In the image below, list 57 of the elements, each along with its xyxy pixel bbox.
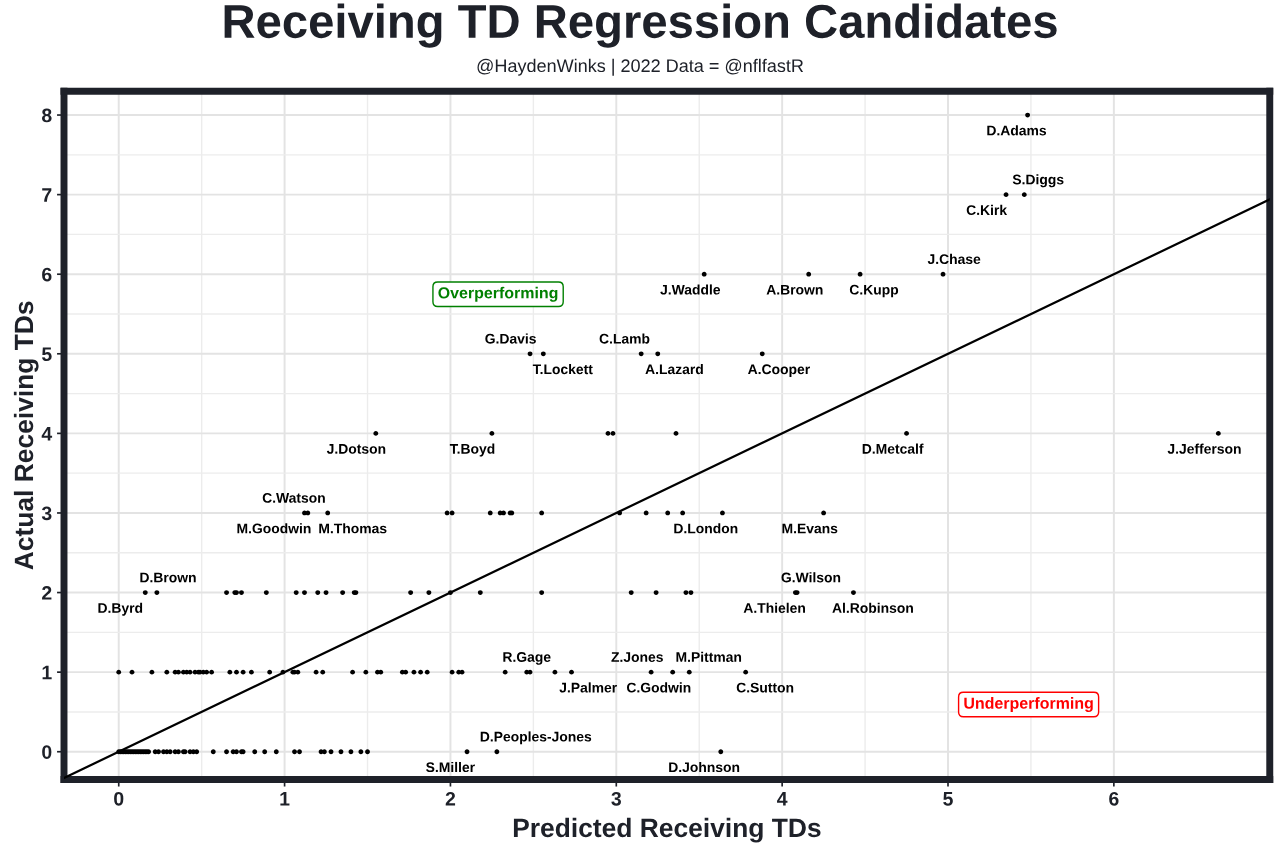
annotation: S.Miller (426, 761, 475, 773)
y-tick-label: 1 (42, 665, 52, 680)
annotation: C.Lamb (599, 333, 650, 344)
x-tick-label: 6 (1109, 791, 1119, 806)
annotation: Al.Robinson (832, 602, 913, 613)
y-tick-label: 7 (42, 188, 52, 202)
annotation: Z.Jones (611, 652, 663, 662)
x-axis-title: Predicted Receiving TDs (513, 817, 821, 843)
annotation: C.Watson (262, 492, 325, 503)
annotation: D.Peoples-Jones (480, 731, 592, 745)
annotation: J.Chase (927, 253, 981, 265)
x-tick-label: 5 (943, 792, 953, 806)
annotation: D.Byrd (98, 602, 143, 616)
y-tick-label: 4 (41, 427, 53, 441)
annotation: M.Goodwin (237, 523, 311, 534)
y-tick-label: 8 (42, 108, 52, 123)
annotation: M.Evans (782, 523, 838, 534)
y-axis-title: Actual Receiving TDs (13, 301, 39, 570)
annotation: D.Brown (140, 572, 196, 583)
annotation: C.Kirk (966, 204, 1008, 216)
x-tick-label: 4 (777, 792, 788, 806)
annotation: Underperforming (964, 697, 1093, 713)
annotation: A.Thielen (743, 602, 805, 613)
x-tick-label: 2 (445, 791, 456, 806)
annotation: T.Boyd (449, 443, 495, 457)
annotation: Overperforming (438, 286, 558, 302)
annotation: G.Wilson (781, 572, 841, 583)
x-tick-label: 1 (280, 792, 290, 806)
annotation: R.Gage (503, 652, 551, 665)
annotation: A.Lazard (645, 363, 703, 375)
annotation: C.Godwin (626, 682, 691, 693)
annotation: C.Kupp (849, 284, 899, 298)
annotation: T.Lockett (532, 363, 593, 375)
annotation: G.Davis (485, 333, 536, 344)
annotation: D.London (674, 523, 738, 534)
x-tick-label: 3 (611, 791, 621, 806)
y-tick-label: 0 (42, 745, 52, 759)
y-tick-label: 3 (41, 506, 52, 521)
x-tick-label: 0 (114, 791, 124, 806)
annotation: D.Johnson (669, 761, 740, 773)
annotation: M.Pittman (676, 651, 742, 662)
annotation: S.Diggs (1012, 174, 1064, 188)
annotation: D.Metcalf (862, 443, 924, 454)
annotation: M.Thomas (319, 523, 387, 534)
annotation: J.Palmer (559, 682, 617, 693)
y-tick-label: 2 (42, 586, 52, 600)
annotation: A.Brown (766, 284, 823, 295)
chart-subtitle: @HaydenWinks | 2022 Data = @nflfastR (477, 58, 804, 76)
annotation: C.Sutton (736, 682, 794, 693)
annotation: J.Waddle (660, 284, 721, 295)
annotation: J.Jefferson (1167, 443, 1241, 454)
annotation: D.Adams (987, 125, 1047, 136)
y-tick-label: 5 (41, 347, 52, 362)
annotation: A.Cooper (748, 364, 810, 377)
annotation: J.Dotson (326, 444, 386, 454)
y-tick-label: 6 (42, 267, 52, 282)
chart-title: Receiving TD Regression Candidates (224, 3, 1057, 48)
